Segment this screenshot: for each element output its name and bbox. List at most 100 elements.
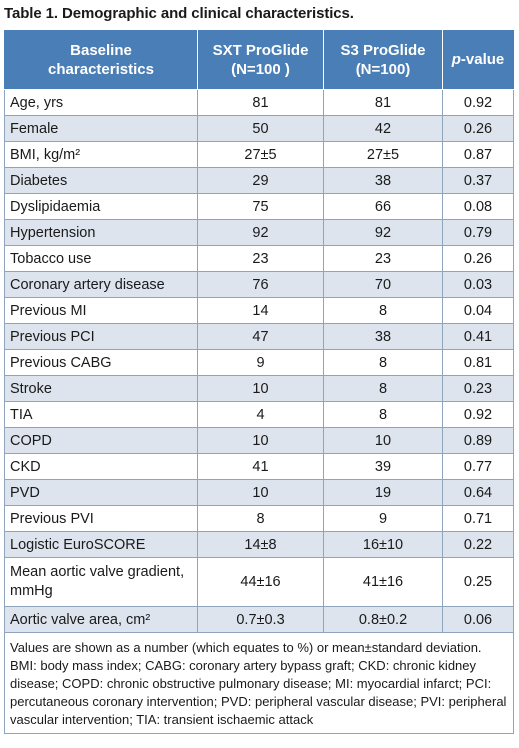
row-p-value: 0.89 — [442, 427, 514, 454]
header-col3-line1: S3 ProGlide — [340, 41, 426, 59]
row-p-value: 0.92 — [442, 401, 514, 428]
row-p-value: 0.26 — [442, 115, 514, 142]
header-p-italic: p — [451, 51, 461, 68]
row-label: Diabetes — [4, 167, 198, 194]
row-label: Previous PVI — [4, 505, 198, 532]
table-row: BMI, kg/m² 27±5 27±5 0.87 — [4, 141, 514, 168]
row-sxt-value: 47 — [197, 323, 324, 350]
row-p-value: 0.26 — [442, 245, 514, 272]
row-sxt-value: 44±16 — [197, 557, 324, 607]
row-p-value: 0.03 — [442, 271, 514, 298]
table-row: Aortic valve area, cm² 0.7±0.3 0.8±0.2 0.06 — [4, 606, 514, 633]
row-label: PVD — [4, 479, 198, 506]
row-s3-value: 23 — [323, 245, 443, 272]
header-col2-line1: SXT ProGlide — [212, 41, 309, 59]
table-row: Previous PCI 47 38 0.41 — [4, 323, 514, 350]
row-p-value: 0.64 — [442, 479, 514, 506]
row-label: COPD — [4, 427, 198, 454]
row-p-value: 0.81 — [442, 349, 514, 376]
header-row: Baseline characteristics SXT ProGlide (N… — [4, 30, 514, 90]
row-s3-value: 0.8±0.2 — [323, 606, 443, 633]
row-s3-value: 8 — [323, 375, 443, 402]
row-s3-value: 8 — [323, 297, 443, 324]
row-sxt-value: 10 — [197, 427, 324, 454]
row-sxt-value: 29 — [197, 167, 324, 194]
row-s3-value: 19 — [323, 479, 443, 506]
row-s3-value: 41±16 — [323, 557, 443, 607]
table-row: PVD 10 19 0.64 — [4, 479, 514, 506]
row-label: Dyslipidaemia — [4, 193, 198, 220]
row-p-value: 0.92 — [442, 89, 514, 116]
table-row: Previous MI 14 8 0.04 — [4, 297, 514, 324]
row-p-value: 0.25 — [442, 557, 514, 607]
row-s3-value: 92 — [323, 219, 443, 246]
row-sxt-value: 4 — [197, 401, 324, 428]
row-sxt-value: 81 — [197, 89, 324, 116]
row-label: CKD — [4, 453, 198, 480]
header-s3-proglide: S3 ProGlide (N=100) — [323, 30, 443, 90]
row-label: Tobacco use — [4, 245, 198, 272]
table-row: Age, yrs 81 81 0.92 — [4, 89, 514, 116]
row-label: TIA — [4, 401, 198, 428]
header-p-value: p-value — [442, 30, 514, 90]
row-s3-value: 81 — [323, 89, 443, 116]
row-s3-value: 38 — [323, 323, 443, 350]
table-header: Baseline characteristics SXT ProGlide (N… — [4, 30, 514, 90]
row-sxt-value: 14 — [197, 297, 324, 324]
row-sxt-value: 27±5 — [197, 141, 324, 168]
table-row: CKD 41 39 0.77 — [4, 453, 514, 480]
table-row: Stroke 10 8 0.23 — [4, 375, 514, 402]
row-label: Age, yrs — [4, 89, 198, 116]
row-sxt-value: 9 — [197, 349, 324, 376]
table-row: Logistic EuroSCORE 14±8 16±10 0.22 — [4, 531, 514, 558]
table-row: Coronary artery disease 76 70 0.03 — [4, 271, 514, 298]
table-row: Female 50 42 0.26 — [4, 115, 514, 142]
header-p-rest: -value — [460, 51, 505, 68]
row-sxt-value: 41 — [197, 453, 324, 480]
row-sxt-value: 75 — [197, 193, 324, 220]
row-label: BMI, kg/m² — [4, 141, 198, 168]
table-row: COPD 10 10 0.89 — [4, 427, 514, 454]
row-p-value: 0.87 — [442, 141, 514, 168]
row-p-value: 0.22 — [442, 531, 514, 558]
table-row: Diabetes 29 38 0.37 — [4, 167, 514, 194]
header-baseline-characteristics: Baseline characteristics — [4, 30, 198, 90]
table-footnote: Values are shown as a number (which equa… — [4, 632, 514, 734]
row-s3-value: 38 — [323, 167, 443, 194]
row-sxt-value: 0.7±0.3 — [197, 606, 324, 633]
table-row: Tobacco use 23 23 0.26 — [4, 245, 514, 272]
table-caption: Table 1. Demographic and clinical charac… — [4, 5, 354, 22]
row-label: Mean aortic valve gradient, mmHg — [4, 557, 198, 607]
header-col1-line2: characteristics — [48, 60, 154, 78]
row-sxt-value: 50 — [197, 115, 324, 142]
row-sxt-value: 10 — [197, 375, 324, 402]
row-sxt-value: 76 — [197, 271, 324, 298]
characteristics-table: Baseline characteristics SXT ProGlide (N… — [4, 30, 514, 734]
row-s3-value: 39 — [323, 453, 443, 480]
row-p-value: 0.04 — [442, 297, 514, 324]
row-p-value: 0.06 — [442, 606, 514, 633]
row-p-value: 0.37 — [442, 167, 514, 194]
row-label: Logistic EuroSCORE — [4, 531, 198, 558]
table-row: TIA 4 8 0.92 — [4, 401, 514, 428]
row-sxt-value: 14±8 — [197, 531, 324, 558]
row-sxt-value: 8 — [197, 505, 324, 532]
table-row: Hypertension 92 92 0.79 — [4, 219, 514, 246]
row-s3-value: 42 — [323, 115, 443, 142]
table-footer: Values are shown as a number (which equa… — [4, 632, 514, 734]
header-sxt-proglide: SXT ProGlide (N=100 ) — [197, 30, 324, 90]
row-label: Stroke — [4, 375, 198, 402]
row-label: Coronary artery disease — [4, 271, 198, 298]
row-s3-value: 70 — [323, 271, 443, 298]
row-p-value: 0.71 — [442, 505, 514, 532]
row-sxt-value: 10 — [197, 479, 324, 506]
row-label: Previous PCI — [4, 323, 198, 350]
header-col1-line1: Baseline — [70, 41, 132, 59]
row-label: Female — [4, 115, 198, 142]
row-label: Aortic valve area, cm² — [4, 606, 198, 633]
table-row: Dyslipidaemia 75 66 0.08 — [4, 193, 514, 220]
row-p-value: 0.79 — [442, 219, 514, 246]
row-p-value: 0.08 — [442, 193, 514, 220]
table-row: Previous PVI 8 9 0.71 — [4, 505, 514, 532]
header-col3-line2: (N=100) — [355, 60, 411, 78]
